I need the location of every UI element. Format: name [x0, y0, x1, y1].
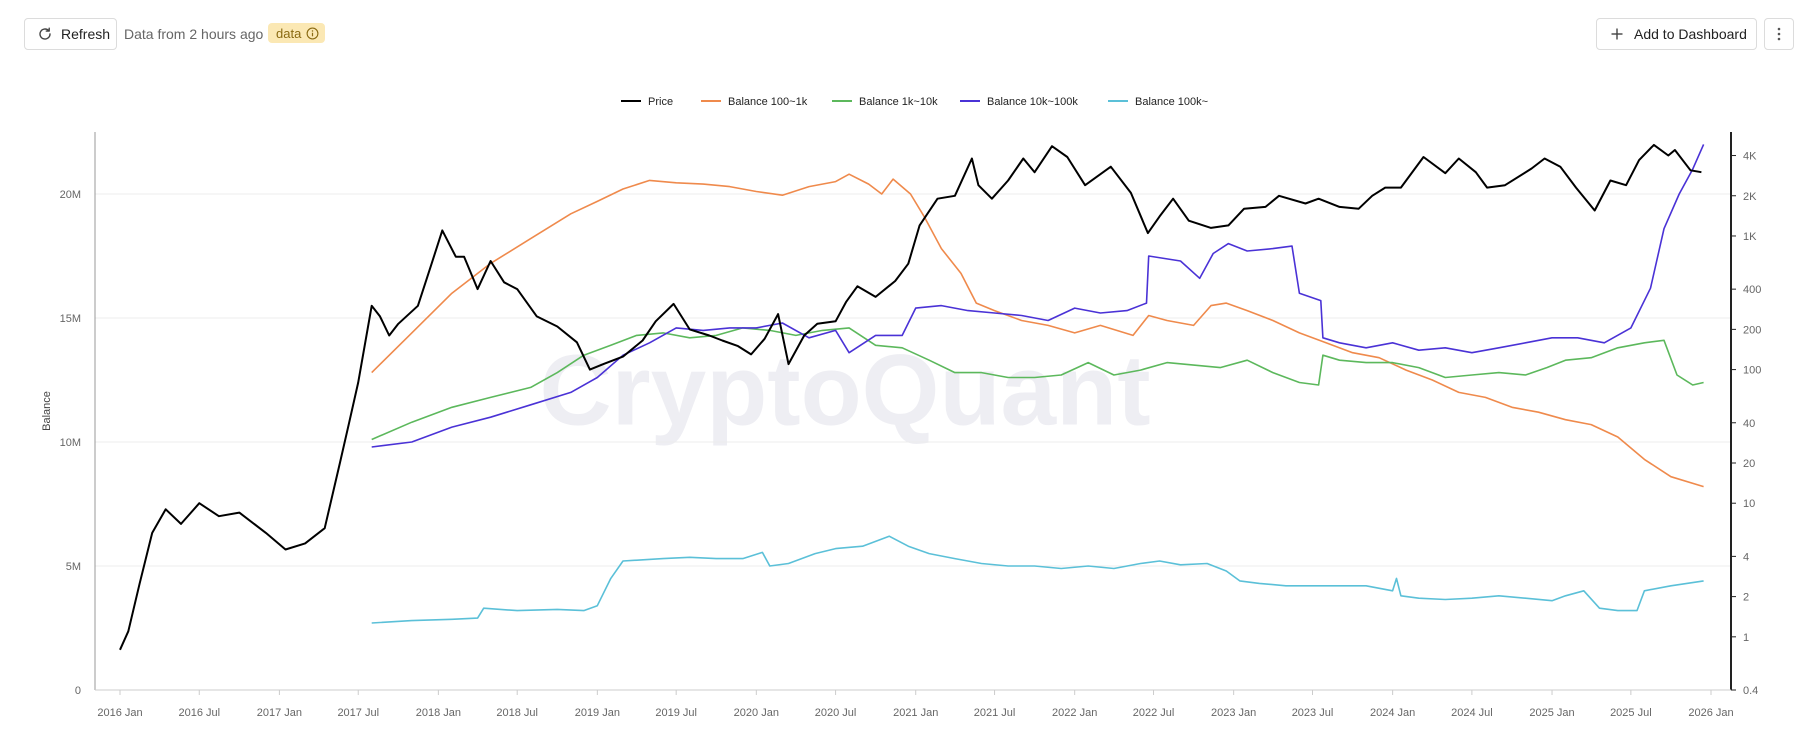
y-right-tick-label: 200	[1743, 324, 1761, 336]
x-tick-label: 2020 Jul	[815, 707, 857, 719]
y-right-tick-label: 1	[1743, 632, 1749, 644]
y-right-tick-label: 40	[1743, 418, 1755, 430]
data-badge-label: data	[276, 25, 302, 41]
refresh-label: Refresh	[61, 26, 111, 42]
series-line-balance-10k-100k	[371, 144, 1705, 448]
series-line-balance-100-1k	[371, 173, 1704, 488]
grid	[95, 193, 1731, 691]
x-tick-label: 2026 Jan	[1688, 707, 1733, 719]
x-tick-label: 2021 Jan	[893, 707, 938, 719]
data-age-text: Data from 2 hours ago	[124, 26, 264, 42]
watermark: CryptoQuant	[539, 334, 1150, 446]
legend-label: Price	[648, 96, 673, 108]
series-line-price	[119, 143, 1702, 651]
y-right-tick-label: 400	[1743, 284, 1761, 296]
y-left-axis-title: Balance	[41, 391, 53, 431]
legend-label: Balance 100k~	[1135, 96, 1208, 108]
x-tick-label: 2019 Jul	[655, 707, 697, 719]
x-tick-label: 2025 Jul	[1610, 707, 1652, 719]
chart: CryptoQuant Balance 0 5M 10M 15M 20M 0.4 1 2 4 10…	[41, 96, 1761, 719]
legend[interactable]: Price Balance 100~1k Balance 1k~10k Balance…	[621, 96, 1208, 108]
y-right-tick-label: 100	[1743, 365, 1761, 377]
toolbar: Refresh Data from 2 hours ago data Add t…	[0, 0, 1802, 68]
vertical-dots-icon	[1777, 27, 1781, 41]
x-tick-label: 2022 Jan	[1052, 707, 1097, 719]
x-tick-label: 2024 Jul	[1451, 707, 1493, 719]
data-badge[interactable]: data	[268, 23, 326, 43]
y-right-tick-label: 2	[1743, 592, 1749, 604]
x-tick-label: 2020 Jan	[734, 707, 779, 719]
y-right-tick-label: 0.4	[1743, 685, 1758, 697]
add-to-dashboard-label: Add to Dashboard	[1634, 26, 1747, 42]
x-tick-label: 2017 Jan	[257, 707, 302, 719]
refresh-button[interactable]: Refresh	[24, 18, 117, 50]
refresh-icon	[39, 27, 51, 40]
add-to-dashboard-button[interactable]: Add to Dashboard	[1596, 18, 1757, 50]
x-tick-label: 2016 Jan	[97, 707, 142, 719]
series	[119, 143, 1705, 651]
series-line-balance-100k	[371, 535, 1704, 624]
more-options-button[interactable]	[1764, 18, 1794, 50]
series-line-balance-1k-10k	[371, 327, 1704, 441]
x-tick-label: 2021 Jul	[974, 707, 1016, 719]
x-tick-label: 2017 Jul	[337, 707, 379, 719]
x-tick-label: 2016 Jul	[178, 707, 220, 719]
axes: Balance 0 5M 10M 15M 20M 0.4 1 2 4 10 20 40 100 200 40…	[41, 132, 1761, 719]
y-left-tick-label: 10M	[60, 437, 81, 449]
plus-icon	[1611, 28, 1623, 40]
y-right-tick-label: 4	[1743, 551, 1749, 563]
legend-label: Balance 10k~100k	[987, 96, 1078, 108]
y-right-tick-label: 1K	[1743, 231, 1757, 243]
legend-label: Balance 100~1k	[728, 96, 808, 108]
x-tick-label: 2018 Jul	[496, 707, 538, 719]
info-icon	[306, 27, 319, 39]
x-tick-label: 2023 Jul	[1292, 707, 1334, 719]
x-tick-label: 2022 Jul	[1133, 707, 1175, 719]
y-right-tick-label: 2K	[1743, 191, 1757, 203]
x-tick-label: 2023 Jan	[1211, 707, 1256, 719]
x-tick-label: 2018 Jan	[416, 707, 461, 719]
y-left-tick-label: 15M	[60, 313, 81, 325]
y-left-tick-label: 20M	[60, 189, 81, 201]
x-tick-label: 2025 Jan	[1529, 707, 1574, 719]
y-right-tick-label: 20	[1743, 458, 1755, 470]
x-tick-label: 2024 Jan	[1370, 707, 1415, 719]
legend-label: Balance 1k~10k	[859, 96, 938, 108]
y-right-tick-label: 4K	[1743, 151, 1757, 163]
x-tick-label: 2019 Jan	[575, 707, 620, 719]
y-left-tick-label: 0	[75, 685, 81, 697]
y-left-tick-label: 5M	[66, 561, 81, 573]
y-right-tick-label: 10	[1743, 498, 1755, 510]
